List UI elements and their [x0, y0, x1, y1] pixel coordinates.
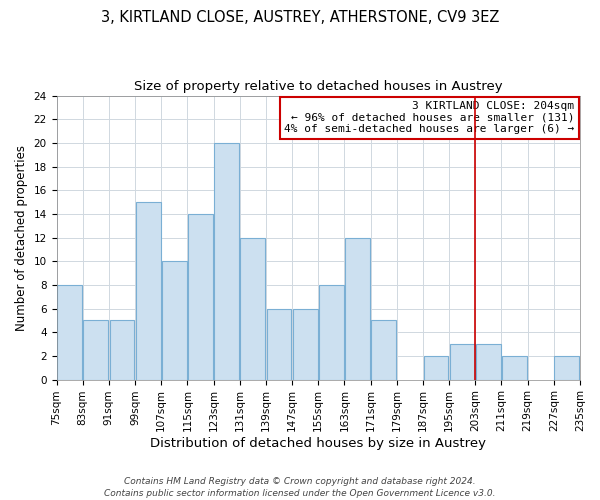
Bar — [136, 202, 161, 380]
Bar — [83, 320, 108, 380]
Bar — [450, 344, 475, 380]
Bar — [162, 261, 187, 380]
Text: Contains HM Land Registry data © Crown copyright and database right 2024.
Contai: Contains HM Land Registry data © Crown c… — [104, 476, 496, 498]
Bar — [214, 143, 239, 380]
Bar — [57, 285, 82, 380]
Bar — [266, 308, 292, 380]
Bar — [345, 238, 370, 380]
Text: 3, KIRTLAND CLOSE, AUSTREY, ATHERSTONE, CV9 3EZ: 3, KIRTLAND CLOSE, AUSTREY, ATHERSTONE, … — [101, 10, 499, 25]
Bar — [424, 356, 448, 380]
Bar — [502, 356, 527, 380]
Bar — [476, 344, 501, 380]
X-axis label: Distribution of detached houses by size in Austrey: Distribution of detached houses by size … — [150, 437, 486, 450]
Bar — [110, 320, 134, 380]
Bar — [319, 285, 344, 380]
Text: 3 KIRTLAND CLOSE: 204sqm
← 96% of detached houses are smaller (131)
4% of semi-d: 3 KIRTLAND CLOSE: 204sqm ← 96% of detach… — [284, 101, 574, 134]
Bar — [554, 356, 580, 380]
Bar — [371, 320, 396, 380]
Bar — [241, 238, 265, 380]
Y-axis label: Number of detached properties: Number of detached properties — [15, 144, 28, 330]
Title: Size of property relative to detached houses in Austrey: Size of property relative to detached ho… — [134, 80, 503, 93]
Bar — [293, 308, 317, 380]
Bar — [188, 214, 213, 380]
